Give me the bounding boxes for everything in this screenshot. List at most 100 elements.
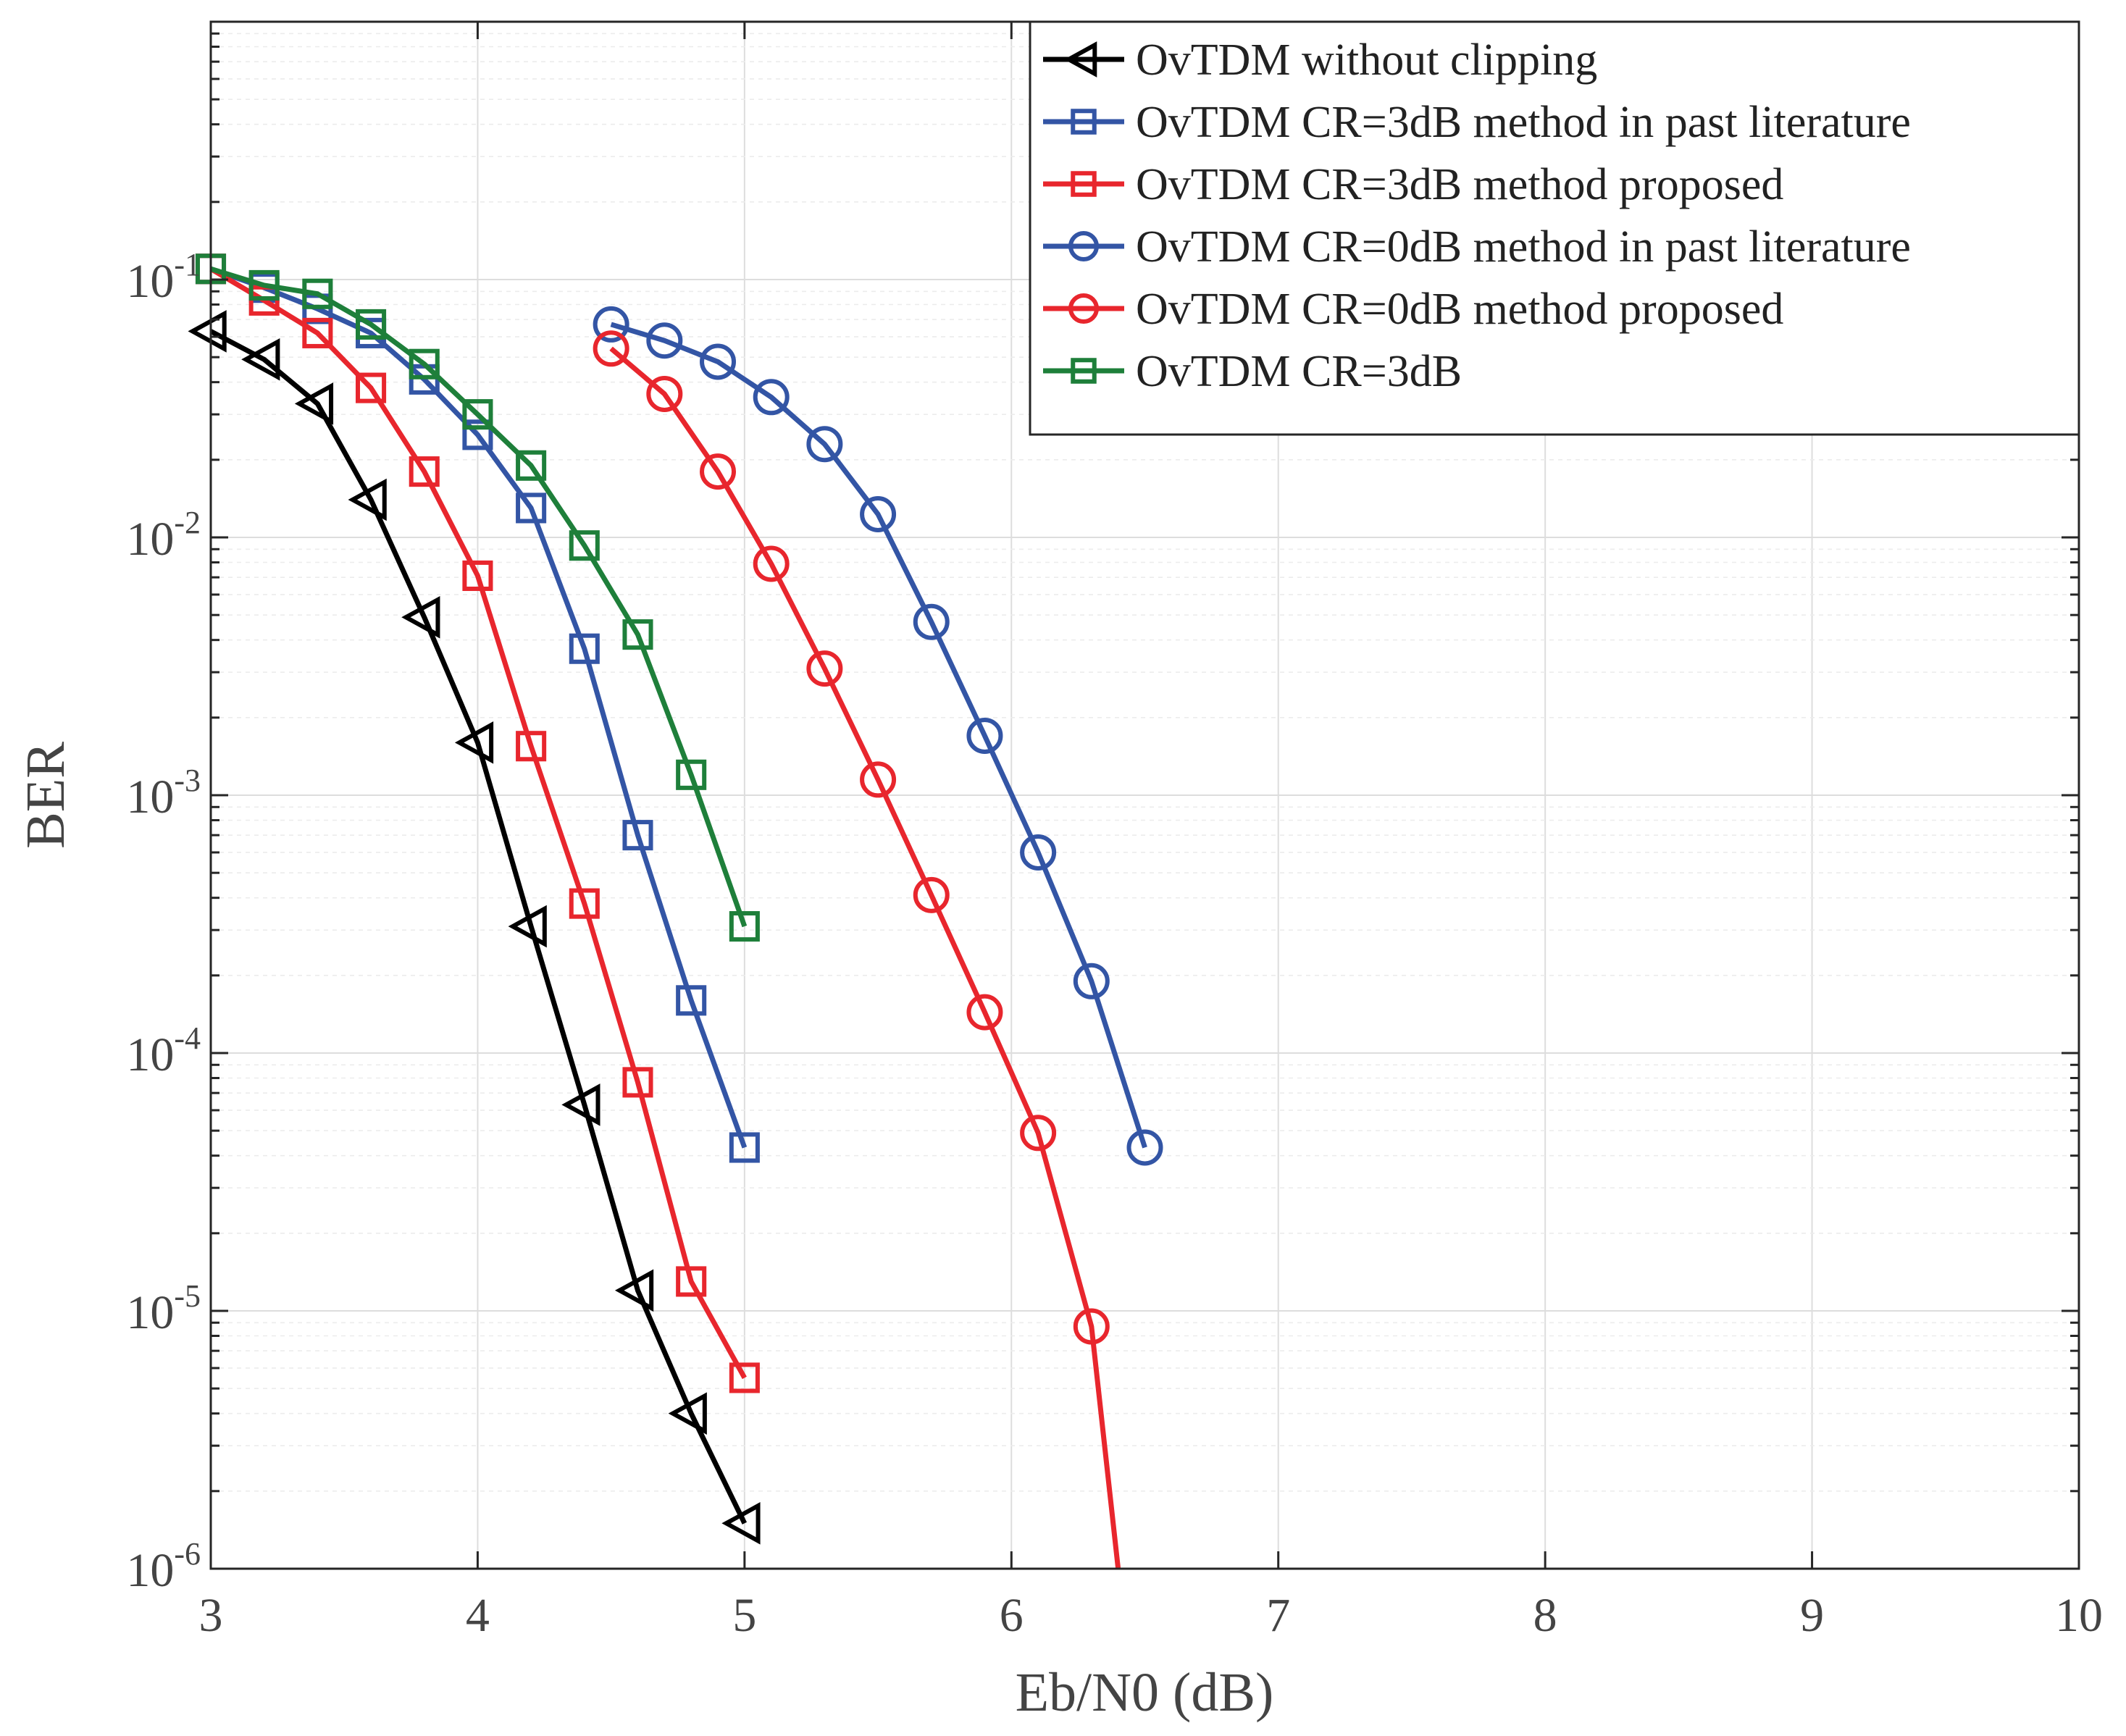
data-point [401,596,440,639]
y-tick-label: 10-6 [126,1536,201,1597]
series-1 [188,310,761,1545]
x-tick-label: 7 [1266,1589,1290,1642]
legend-item: OvTDM CR=3dB method proposed [1043,160,1783,209]
series-5 [593,330,1121,1569]
data-point [1071,358,1097,384]
series-line [209,266,748,928]
data-point [462,399,493,430]
legend-label: OvTDM CR=0dB method in past literature [1136,222,1911,272]
data-point [241,338,280,381]
data-point [676,759,707,790]
data-point [302,278,333,309]
data-point [302,317,333,348]
series-line [209,267,747,1380]
legend-label: OvTDM without clipping [1136,35,1597,85]
legend-label: OvTDM CR=0dB method proposed [1136,285,1783,334]
series-line [209,329,748,1525]
legend-item: OvTDM without clipping [1043,35,1597,85]
data-point [622,1067,653,1098]
y-axis-label: BER [15,742,76,849]
data-point [966,994,1003,1031]
data-point [966,717,1003,754]
data-point [569,530,600,561]
legend-label: OvTDM CR=3dB method in past literature [1136,98,1911,147]
series-layer [188,253,1163,1569]
data-point [462,560,493,591]
series-4 [593,306,1163,1166]
data-point [1071,109,1097,135]
data-point [1020,1115,1057,1152]
data-point [593,306,629,343]
data-point [409,348,440,380]
data-point [668,1392,707,1435]
data-point [676,1266,707,1297]
data-point [646,375,683,412]
legend-label: OvTDM CR=3dB method proposed [1136,160,1783,209]
data-point [409,456,440,487]
data-point [753,545,790,582]
data-point [1068,293,1099,324]
data-point [700,343,737,380]
data-point [646,322,683,359]
data-point [676,985,707,1016]
data-point [614,1269,654,1312]
y-tick-label: 10-2 [126,505,201,566]
data-point [516,492,547,524]
data-point [860,495,897,532]
legend-box [1029,20,2080,436]
series-line [609,346,1121,1569]
data-point [622,619,653,650]
data-point [806,426,843,463]
x-tick-label: 3 [199,1589,223,1642]
data-point [806,650,843,687]
data-point [508,905,547,948]
data-point [356,372,387,403]
data-point [700,453,737,490]
data-point [561,1083,600,1126]
x-tick-label: 10 [2055,1589,2103,1642]
y-tick-label: 10-4 [126,1020,201,1081]
data-point [356,309,387,340]
data-point [516,450,547,481]
ticks: 3 4 5 6 7 8 9 10 10-1 10-2 10-3 10-4 10-5 10-6 [126,22,2103,1642]
legend: OvTDM without clipping OvTDM CR=3dB metho… [1029,20,2080,436]
data-point [1073,1308,1110,1345]
data-point [454,721,494,764]
data-point [721,1502,761,1545]
x-tick-label: 6 [1000,1589,1024,1642]
data-point [569,633,600,664]
x-tick-label: 8 [1533,1589,1557,1642]
series-line [209,266,748,1149]
series-3 [195,253,760,1393]
x-axis-label: Eb/N0 (dB) [1016,1662,1274,1723]
data-point [729,911,760,942]
legend-label: OvTDM CR=3dB [1136,347,1462,396]
data-point [1064,41,1097,77]
legend-item: OvTDM CR=3dB method in past literature [1043,98,1911,147]
y-tick-label: 10-3 [126,763,201,823]
data-point [248,269,280,301]
series-line [610,322,1147,1149]
x-tick-label: 9 [1800,1589,1824,1642]
data-point [516,731,547,762]
data-point [1126,1129,1163,1166]
x-tick-label: 5 [732,1589,756,1642]
data-point [348,478,387,521]
series-6 [195,253,760,942]
y-tick-label: 10-5 [126,1278,201,1339]
data-point [913,876,950,913]
data-point [294,382,334,425]
x-tick-label: 4 [466,1589,490,1642]
y-tick-label: 10-1 [126,247,201,308]
data-point [188,310,227,353]
data-point [860,761,897,798]
data-point [1020,834,1057,871]
data-point [1073,963,1110,999]
data-point [462,419,493,450]
data-point [753,379,790,416]
legend-item: OvTDM CR=0dB method in past literature [1043,222,1911,272]
data-point [913,603,950,640]
data-point [593,330,629,367]
legend-item: OvTDM CR=3dB [1043,347,1462,396]
